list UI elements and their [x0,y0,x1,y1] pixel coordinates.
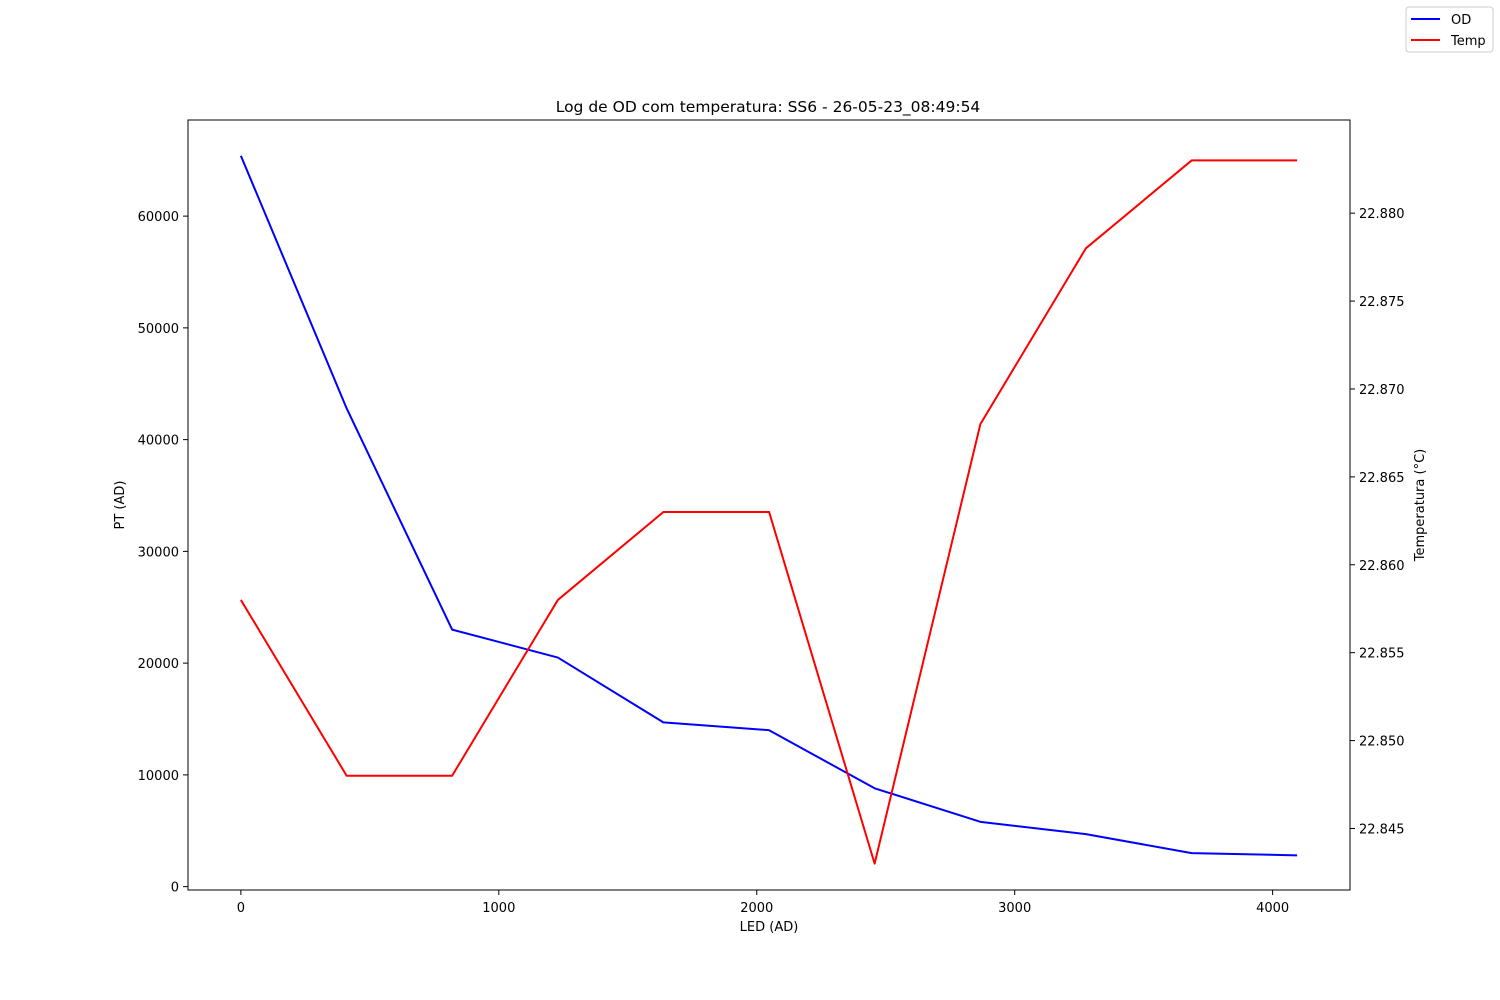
y2-tick-label: 22.845 [1359,822,1405,837]
y-tick-label: 20000 [138,657,179,672]
x-tick-label: 3000 [998,901,1031,916]
y2-tick-label: 22.880 [1359,207,1405,222]
legend-label-od: OD [1451,13,1471,28]
y2-tick-label: 22.870 [1359,383,1405,398]
y-tick-label: 40000 [138,434,179,449]
series-line-od [239,155,1298,857]
y-tick-label: 10000 [138,769,179,784]
x-tick-label: 2000 [740,901,773,916]
y-tick-label: 30000 [138,545,179,560]
x-tick-label: 1000 [482,901,515,916]
y2-axis-label: Temperatura (°C) [1413,449,1428,562]
series-line-temp [240,159,1298,865]
x-axis: 0 1000 2000 3000 4000 [237,890,1289,916]
y2-tick-label: 22.860 [1359,559,1405,574]
y-axis-right: 22.845 22.850 22.855 22.860 22.865 22.870 22.8… [1350,207,1405,837]
y-axis-label: PT (AD) [113,481,128,530]
x-tick-label: 0 [237,901,245,916]
y-tick-label: 0 [171,881,179,896]
y2-tick-label: 22.875 [1359,295,1405,310]
y2-tick-label: 22.850 [1359,735,1405,750]
legend: OD Temp [1405,6,1494,53]
y2-tick-label: 22.865 [1359,471,1405,486]
x-axis-label: LED (AD) [740,920,799,935]
y-tick-label: 50000 [138,322,179,337]
y2-tick-label: 22.855 [1359,647,1405,662]
plot-frame [187,119,1351,891]
plot-area [239,155,1298,865]
y-axis-left: 0 10000 20000 30000 40000 50000 60000 [138,210,188,896]
legend-label-temp: Temp [1450,34,1486,49]
y-tick-label: 60000 [138,210,179,225]
x-tick-label: 4000 [1256,901,1289,916]
chart-title: Log de OD com temperatura: SS6 - 26-05-2… [556,98,981,117]
